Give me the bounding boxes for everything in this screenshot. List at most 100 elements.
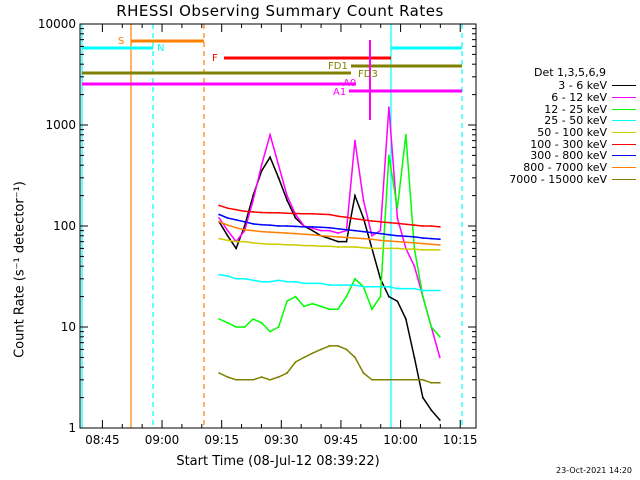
data-point — [294, 232, 297, 235]
data-point — [387, 240, 390, 242]
data-point — [371, 238, 373, 241]
legend-entry: 800 - 7000 keV — [476, 161, 636, 174]
legend-entry-label: 25 - 50 keV — [544, 114, 607, 128]
data-point — [320, 229, 322, 232]
data-point — [260, 280, 263, 283]
data-point — [430, 326, 433, 328]
data-point — [362, 218, 365, 221]
data-point — [277, 164, 280, 167]
data-point — [337, 227, 339, 230]
data-point — [235, 240, 238, 243]
data-point — [252, 199, 255, 202]
data-point — [404, 378, 407, 381]
data-point — [328, 284, 331, 286]
data-point — [243, 378, 246, 381]
data-point — [345, 240, 348, 243]
data-point — [379, 232, 382, 235]
x-tick-label: 09:00 — [145, 433, 180, 447]
legend-entry: 100 - 300 keV — [476, 138, 636, 151]
data-point — [362, 372, 365, 374]
data-point — [438, 356, 441, 359]
data-point — [303, 305, 305, 308]
data-point — [362, 246, 365, 249]
data-point — [260, 164, 263, 167]
data-point — [354, 277, 356, 280]
data-point — [226, 207, 229, 210]
annotation-fd3: FD3 — [358, 69, 378, 80]
data-point — [311, 229, 314, 232]
data-point — [430, 237, 433, 240]
data-point — [404, 318, 407, 320]
data-point — [371, 308, 373, 311]
legend-entry-label: 3 - 6 keV — [558, 79, 607, 93]
data-point — [269, 280, 271, 283]
legend-entry: 25 - 50 keV — [476, 114, 636, 128]
data-point — [286, 372, 288, 374]
legend-swatch — [612, 120, 636, 122]
data-point — [269, 243, 271, 246]
data-point — [303, 356, 305, 359]
data-point — [260, 211, 263, 214]
data-point — [438, 335, 441, 338]
data-point — [404, 235, 407, 238]
data-point — [354, 229, 356, 232]
legend-entry: 12 - 25 keV — [476, 103, 636, 116]
data-point — [430, 248, 433, 251]
generation-timestamp: 23-Oct-2021 14:20 — [556, 466, 632, 475]
data-point — [311, 282, 314, 285]
data-point — [328, 245, 331, 248]
legend-entry: 3 - 6 keV — [476, 79, 636, 93]
data-point — [328, 226, 331, 229]
data-point — [243, 210, 246, 213]
x-tick-label: 09:30 — [264, 433, 299, 447]
data-point — [260, 170, 263, 172]
data-point — [286, 225, 288, 227]
data-point — [396, 300, 399, 303]
data-point — [235, 208, 238, 211]
data-point — [396, 222, 399, 225]
data-point — [413, 224, 416, 227]
data-point — [421, 295, 424, 298]
legend-swatch — [612, 167, 636, 169]
data-point — [260, 376, 263, 378]
data-point — [404, 241, 407, 244]
data-point — [387, 154, 390, 157]
data-point — [303, 233, 305, 236]
data-point — [286, 232, 288, 235]
data-point — [311, 227, 314, 230]
data-point — [421, 289, 424, 292]
data-point — [226, 239, 229, 242]
data-point — [311, 212, 314, 215]
data-point — [354, 217, 356, 220]
data-point — [438, 238, 441, 241]
data-point — [438, 248, 441, 251]
legend-entry: 7000 - 15000 keV — [476, 173, 636, 186]
data-point — [252, 318, 255, 320]
data-point — [438, 381, 441, 384]
data-point — [320, 282, 322, 285]
data-point — [413, 356, 416, 359]
data-point — [379, 247, 382, 250]
data-point — [277, 176, 280, 179]
annotation-s: S — [118, 36, 124, 47]
data-point — [371, 247, 373, 250]
data-point — [379, 220, 382, 223]
data-point — [235, 277, 238, 280]
data-point — [413, 235, 416, 238]
legend: Det 1,3,5,6,9 3 - 6 keV 6 - 12 keV 12 - 25… — [476, 66, 636, 186]
data-point — [226, 321, 229, 324]
data-point — [303, 212, 305, 215]
data-point — [311, 352, 314, 355]
data-point — [345, 228, 348, 231]
data-point — [354, 139, 356, 142]
data-point — [235, 378, 238, 381]
legend-swatch — [612, 143, 636, 145]
data-point — [260, 242, 263, 245]
data-point — [413, 265, 416, 268]
series-line-8 — [218, 345, 440, 384]
data-point — [286, 280, 288, 283]
legend-entry-label: 300 - 800 keV — [530, 149, 607, 163]
data-point — [252, 242, 255, 244]
data-point — [345, 284, 348, 286]
